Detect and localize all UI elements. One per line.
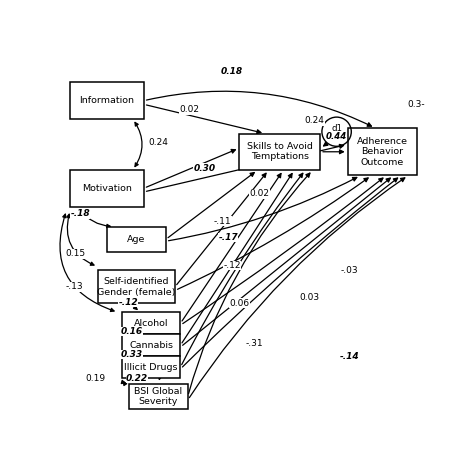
Text: d1: d1: [331, 124, 342, 133]
Text: Cannabis: Cannabis: [129, 341, 173, 350]
Text: Adherence
Behavior
Outcome: Adherence Behavior Outcome: [357, 137, 408, 167]
Text: -.11: -.11: [214, 217, 231, 226]
Text: -.14: -.14: [340, 352, 359, 361]
Text: 0.03: 0.03: [299, 293, 319, 302]
FancyBboxPatch shape: [70, 170, 144, 207]
FancyBboxPatch shape: [98, 270, 175, 303]
Text: 0.24: 0.24: [148, 138, 168, 147]
Text: Illicit Drugs: Illicit Drugs: [124, 363, 178, 372]
Text: Age: Age: [127, 235, 146, 244]
Text: Motivation: Motivation: [82, 184, 132, 193]
Text: Skills to Avoid
Temptations: Skills to Avoid Temptations: [247, 142, 312, 162]
FancyBboxPatch shape: [347, 128, 418, 175]
Text: 0.16: 0.16: [121, 327, 143, 336]
Text: 0.02: 0.02: [180, 105, 200, 114]
Text: -.12: -.12: [223, 261, 241, 270]
Text: 0.24: 0.24: [305, 116, 325, 125]
FancyBboxPatch shape: [70, 82, 144, 119]
Text: 0.44: 0.44: [326, 132, 347, 141]
FancyBboxPatch shape: [122, 356, 181, 378]
Text: BSI Global
Severity: BSI Global Severity: [134, 387, 182, 406]
Text: 0.02: 0.02: [249, 189, 269, 198]
FancyBboxPatch shape: [122, 312, 181, 334]
Text: 0.3-: 0.3-: [407, 100, 425, 109]
Text: -.12: -.12: [118, 298, 138, 307]
Text: 0.18: 0.18: [221, 67, 243, 76]
Text: Information: Information: [80, 96, 135, 105]
Text: -.18: -.18: [70, 210, 90, 219]
Text: Alcohol: Alcohol: [134, 319, 168, 328]
Text: -.03: -.03: [341, 266, 358, 275]
Text: Self-identified
Gender (female): Self-identified Gender (female): [97, 277, 175, 297]
Text: 0.22: 0.22: [126, 374, 148, 383]
Text: 0.06: 0.06: [229, 299, 249, 308]
FancyBboxPatch shape: [129, 383, 188, 409]
Text: -.13: -.13: [65, 283, 83, 292]
Text: 0.30: 0.30: [193, 164, 215, 173]
Text: -.17: -.17: [219, 233, 238, 242]
FancyBboxPatch shape: [122, 334, 181, 356]
Text: -.31: -.31: [245, 339, 263, 348]
Text: 0.15: 0.15: [65, 249, 85, 258]
Text: 0.33: 0.33: [121, 350, 143, 359]
FancyBboxPatch shape: [107, 227, 166, 252]
FancyBboxPatch shape: [239, 134, 320, 170]
Text: 0.19: 0.19: [85, 374, 105, 383]
